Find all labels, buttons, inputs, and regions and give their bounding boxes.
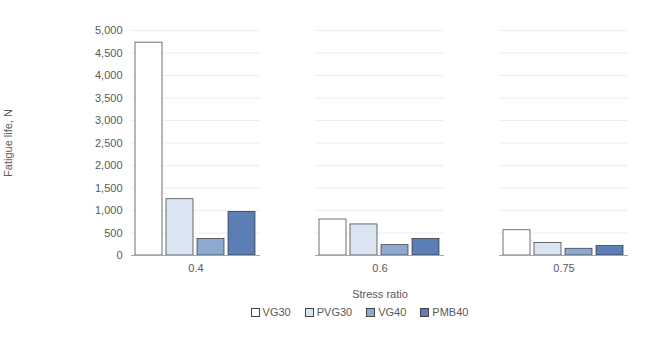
html-text:VG30: VG30 [262,306,291,318]
svg-text:1,000: 1,000 [95,204,123,216]
svg-text:4,000: 4,000 [95,69,123,81]
svg-text:Stress ratio: Stress ratio [352,288,408,300]
svg-text:3,000: 3,000 [95,114,123,126]
svg-text:5,000: 5,000 [95,24,123,36]
svg-text:1,500: 1,500 [95,182,123,194]
svg-text:0.4: 0.4 [188,262,203,274]
svg-text:0.75: 0.75 [553,262,574,274]
svg-text:2,500: 2,500 [95,137,123,149]
svg-text:Fatigue life, N: Fatigue life, N [2,109,14,177]
html-text:PMB40: PMB40 [432,306,469,318]
svg-text:0: 0 [116,249,122,261]
svg-text:3,500: 3,500 [95,92,123,104]
svg-text:4,500: 4,500 [95,47,123,59]
html-text:VG40: VG40 [378,306,407,318]
html-text:PVG30: PVG30 [316,306,353,318]
svg-text:500: 500 [104,227,122,239]
svg-text:0.6: 0.6 [372,262,387,274]
svg-text:2,000: 2,000 [95,159,123,171]
